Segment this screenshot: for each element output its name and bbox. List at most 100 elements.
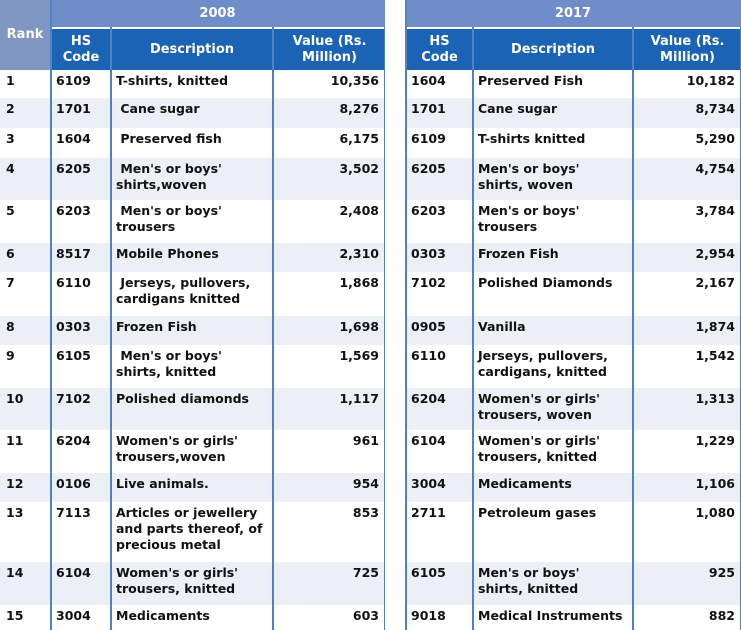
description-cell: Men's or boys' shirts, knitted xyxy=(116,348,227,379)
description-cell: Jerseys, pullovers, cardigans knitted xyxy=(116,275,255,306)
hs-code-cell: 8517 xyxy=(56,246,91,261)
table-row: 6204 Women's or girls' trousers,woven 961 xyxy=(50,430,385,473)
table-row: 1701 Cane sugar 8,734 xyxy=(405,98,741,128)
year-header: 2008 xyxy=(50,0,385,27)
hs-code-cell: 6110 xyxy=(411,348,446,363)
value-cell: 925 xyxy=(708,565,735,580)
table-2008: 2008 HS Code Description Value (Rs. Million… xyxy=(50,0,385,630)
description-cell: Preserved fish xyxy=(116,131,222,146)
description-cell: Medicaments xyxy=(478,476,572,491)
value-cell: 10,182 xyxy=(686,73,735,88)
table-row: 7102 Polished Diamonds 2,167 xyxy=(405,272,741,316)
description-cell: Mobile Phones xyxy=(116,246,219,261)
rank-cell: 7 xyxy=(6,275,15,290)
hs-code-cell: 9018 xyxy=(411,608,446,623)
description-cell: Preserved Fish xyxy=(478,73,583,88)
rank-cell: 11 xyxy=(6,433,24,448)
description-cell: Frozen Fish xyxy=(478,246,559,261)
description-cell: T-shirts knitted xyxy=(478,131,586,146)
column-header-description: Description xyxy=(472,27,632,70)
table-row: 6203 Men's or boys' trousers 2,408 xyxy=(50,200,385,243)
hs-code-cell: 6205 xyxy=(411,161,446,176)
value-cell: 1,313 xyxy=(695,391,735,406)
value-cell: 1,106 xyxy=(695,476,735,491)
hs-code-cell: 6205 xyxy=(56,161,91,176)
rank-cell: 4 xyxy=(0,158,50,200)
value-cell: 1,698 xyxy=(339,319,379,334)
table-row: 7113 Articles or jewellery and parts ther… xyxy=(50,502,385,562)
column-divider xyxy=(739,27,741,630)
description-cell: Polished Diamonds xyxy=(478,275,613,290)
hs-code-cell: 1701 xyxy=(56,101,91,116)
description-cell: Cane sugar xyxy=(478,101,558,116)
column-header-value: Value (Rs. Million) xyxy=(272,27,385,70)
table-row: 1701 Cane sugar 8,276 xyxy=(50,98,385,128)
value-cell: 3,784 xyxy=(695,203,735,218)
table-row: 7102 Polished diamonds 1,117 xyxy=(50,388,385,430)
rank-cell: 10 xyxy=(0,388,50,430)
table-row: 6203 Men's or boys' trousers 3,784 xyxy=(405,200,741,243)
table-row: 6205 Men's or boys' shirts,woven 3,502 xyxy=(50,158,385,200)
table-row: 1604 Preserved fish 6,175 xyxy=(50,128,385,158)
description-cell: Vanilla xyxy=(478,319,526,334)
column-divider xyxy=(272,27,274,630)
hs-code-cell: 1604 xyxy=(411,73,446,88)
column-header-description: Description xyxy=(110,27,272,70)
value-cell: 10,356 xyxy=(330,73,379,88)
rank-header: Rank xyxy=(0,0,50,70)
table-row: 0106 Live animals. 954 xyxy=(50,473,385,502)
table-row: 1604 Preserved Fish 10,182 xyxy=(405,70,741,98)
description-cell: Polished diamonds xyxy=(116,391,250,406)
hs-code-cell: 7113 xyxy=(56,505,91,520)
column-divider xyxy=(50,0,52,630)
table-row: 6109 T-shirts, knitted 10,356 xyxy=(50,70,385,98)
rank-column: Rank 1 2 3 4 5 6 7 8 9 10 11 12 13 14 15 xyxy=(0,0,50,630)
rank-cell: 15 xyxy=(6,608,24,623)
description-cell: Jerseys, pullovers, cardigans, knitted xyxy=(478,348,613,379)
column-divider xyxy=(472,27,474,630)
value-cell: 1,874 xyxy=(695,319,735,334)
value-cell: 5,290 xyxy=(695,131,735,146)
value-cell: 1,542 xyxy=(695,348,735,363)
hs-code-cell: 6203 xyxy=(411,203,446,218)
hs-code-cell: 1701 xyxy=(411,101,446,116)
hs-code-cell: 3004 xyxy=(56,608,91,623)
description-cell: Men's or boys' shirts,woven xyxy=(116,161,227,192)
hs-code-cell: 7102 xyxy=(411,275,446,290)
description-cell: Medicaments xyxy=(116,608,210,623)
hs-code-cell: 6104 xyxy=(411,433,446,448)
hs-code-cell: 3004 xyxy=(411,476,446,491)
column-header-value: Value (Rs. Million) xyxy=(632,27,741,70)
value-cell: 1,229 xyxy=(695,433,735,448)
value-cell: 1,569 xyxy=(339,348,379,363)
table-row: 6105 Men's or boys' shirts, knitted 1,569 xyxy=(50,345,385,388)
description-cell: Frozen Fish xyxy=(116,319,197,334)
value-cell: 603 xyxy=(352,608,379,623)
table-row: 9018 Medical Instruments 882 xyxy=(405,605,741,630)
value-cell: 725 xyxy=(352,565,379,580)
table-row: 6105 Men's or boys' shirts, knitted 925 xyxy=(405,562,741,605)
column-divider xyxy=(110,27,112,630)
rank-cell: 6 xyxy=(0,243,50,272)
value-cell: 4,754 xyxy=(695,161,735,176)
description-cell: Men's or boys' trousers xyxy=(478,203,584,234)
table-row: 6205 Men's or boys' shirts, woven 4,754 xyxy=(405,158,741,200)
hs-code-cell: 6110 xyxy=(56,275,91,290)
description-cell: T-shirts, knitted xyxy=(116,73,229,88)
table-row: 6109 T-shirts knitted 5,290 xyxy=(405,128,741,158)
description-cell: Men's or boys' shirts, woven xyxy=(478,161,584,192)
description-cell: Petroleum gases xyxy=(478,505,597,520)
value-cell: 853 xyxy=(352,505,379,520)
hs-code-cell: 0303 xyxy=(411,246,446,261)
table-row: 6104 Women's or girls' trousers, knitted 1… xyxy=(405,430,741,473)
value-cell: 6,175 xyxy=(339,131,379,146)
hs-code-cell: 6105 xyxy=(411,565,446,580)
hs-code-cell: 0905 xyxy=(411,319,446,334)
rank-cell: 14 xyxy=(0,562,50,605)
value-cell: 8,276 xyxy=(339,101,379,116)
rank-cell: 2 xyxy=(0,98,50,128)
hs-code-cell: 0303 xyxy=(56,319,91,334)
table-row: 6204 Women's or girls' trousers, woven 1,3… xyxy=(405,388,741,430)
description-cell: Men's or boys' trousers xyxy=(116,203,227,234)
description-cell: Women's or girls' trousers, knitted xyxy=(478,433,605,464)
